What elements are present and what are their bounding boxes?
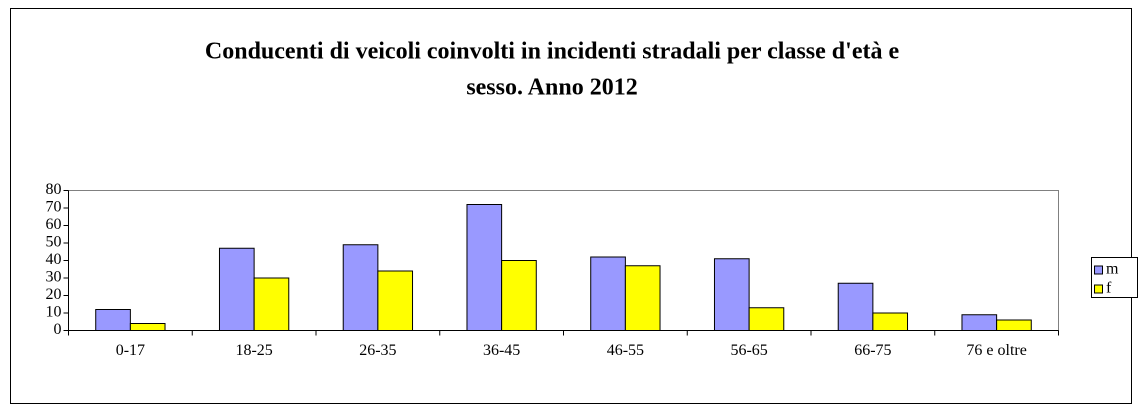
bar bbox=[837, 282, 874, 331]
plot-area bbox=[68, 190, 1059, 331]
bar bbox=[501, 260, 537, 331]
legend-swatch bbox=[1094, 265, 1103, 275]
bar bbox=[218, 247, 255, 331]
y-tick-label: 30 bbox=[46, 269, 62, 286]
bar bbox=[342, 244, 379, 331]
bar bbox=[253, 277, 290, 331]
y-tick-label: 40 bbox=[46, 251, 62, 268]
x-tick-label: 0-17 bbox=[116, 342, 145, 359]
x-tick-label: 76 e oltre bbox=[966, 342, 1026, 359]
x-tick-label: 46-55 bbox=[607, 342, 644, 359]
bar bbox=[377, 270, 414, 331]
bar bbox=[996, 319, 1032, 331]
y-tick-label: 70 bbox=[46, 199, 62, 216]
y-tick-label: 0 bbox=[54, 321, 62, 338]
y-tick-label: 50 bbox=[46, 234, 62, 251]
bar bbox=[624, 265, 661, 331]
bar bbox=[466, 204, 503, 331]
x-tick-label: 66-75 bbox=[854, 342, 891, 359]
y-tick-label: 60 bbox=[46, 216, 62, 233]
x-tick-label: 36-45 bbox=[483, 342, 520, 359]
legend-label: f bbox=[1106, 280, 1112, 297]
x-tick-label: 18-25 bbox=[235, 342, 272, 359]
legend-label: m bbox=[1106, 261, 1119, 278]
legend-swatch bbox=[1094, 284, 1103, 294]
chart-title: sesso. Anno 2012 bbox=[466, 75, 637, 101]
x-tick-label: 56-65 bbox=[730, 342, 767, 359]
bar bbox=[713, 258, 750, 331]
bar bbox=[129, 323, 166, 331]
bar bbox=[95, 309, 131, 331]
bar bbox=[961, 314, 998, 331]
x-tick-label: 26-35 bbox=[359, 342, 396, 359]
y-tick-label: 20 bbox=[46, 286, 62, 303]
bar bbox=[748, 307, 785, 331]
bar bbox=[872, 312, 909, 331]
y-tick-label: 80 bbox=[46, 181, 62, 198]
y-tick-label: 10 bbox=[46, 304, 62, 321]
chart-title: Conducenti di veicoli coinvolti in incid… bbox=[205, 39, 900, 65]
bar bbox=[590, 256, 626, 331]
